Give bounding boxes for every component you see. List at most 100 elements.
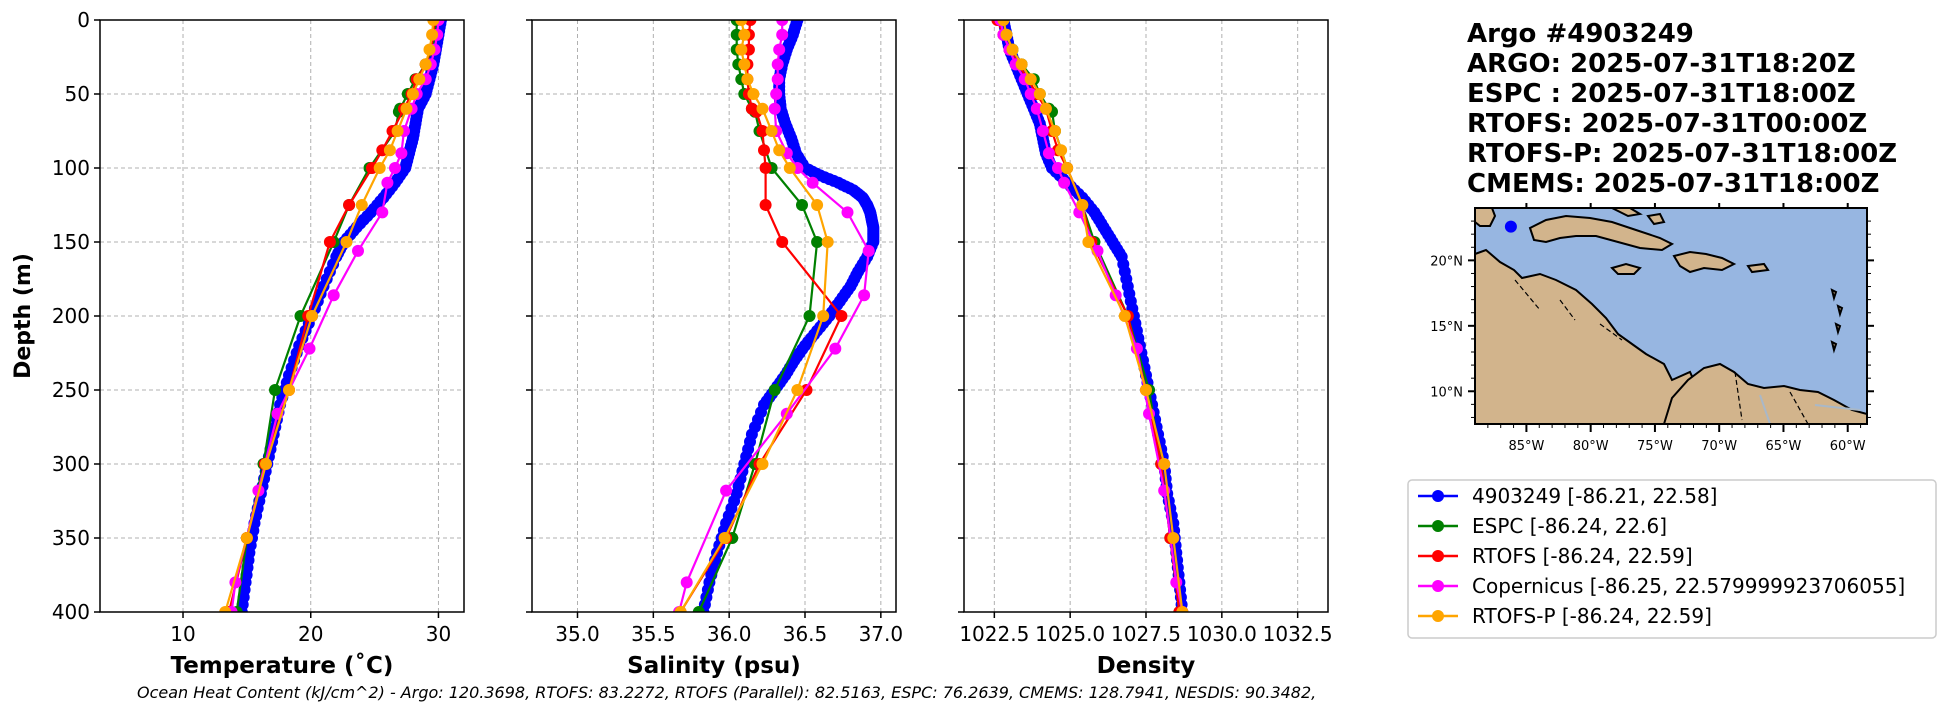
legend-frame <box>1407 479 1937 639</box>
y-tick-label: 0 <box>77 8 90 32</box>
title-line-rtofs-time: RTOFS: 2025-07-31T00:00Z <box>1467 109 1867 139</box>
data-point-rtofsp <box>747 88 760 100</box>
map-land-florida <box>1475 208 1497 227</box>
map-frame <box>1474 207 1868 425</box>
data-point-rtofsp <box>1118 310 1131 322</box>
data-point-rtofsp <box>1006 43 1019 56</box>
y-tick-label: 50 <box>65 82 90 106</box>
data-point-rtofs <box>744 20 757 26</box>
y-tick-label: 400 <box>52 600 90 624</box>
data-point-rtofs <box>759 162 772 174</box>
data-point-rtofsp <box>783 162 796 174</box>
data-point-rtofsp <box>674 606 687 612</box>
series-group <box>219 20 447 612</box>
legend-marker-rtofs <box>1432 550 1444 562</box>
map-land-jamaica <box>1610 262 1642 275</box>
data-point-rtofsp <box>423 43 436 56</box>
map-lat-label: 15°N <box>1430 320 1463 335</box>
x-tick-label: 36.0 <box>707 622 752 646</box>
data-point-rtofsp <box>1076 199 1089 211</box>
data-point-rtofsp <box>1055 144 1068 157</box>
data-point-copernicus <box>773 43 786 56</box>
data-point-copernicus <box>771 58 784 71</box>
data-point-copernicus <box>376 206 389 219</box>
inset-map: 85°W 80°W 75°W 70°W 65°W 60°W 20°N 15°N 10°N <box>1430 203 1874 454</box>
y-tick-label: 200 <box>52 304 90 328</box>
data-point-rtofsp <box>219 606 232 612</box>
map-border-lines <box>1514 279 1809 424</box>
data-point-copernicus <box>770 88 783 100</box>
data-point-rtofsp <box>718 532 731 544</box>
series-line-rtofs <box>996 20 1181 612</box>
legend-label-espc: ESPC [-86.24, 22.6] <box>1472 514 1667 538</box>
panel-density: 1022.5 1025.0 1027.5 1030.0 1032.5 Density <box>958 19 1333 679</box>
data-point-rtofsp <box>1033 88 1046 100</box>
title-line-rtofsp-time: RTOFS-P: 2025-07-31T18:00Z <box>1467 139 1897 169</box>
data-point-rtofsp <box>735 43 748 56</box>
data-point-rtofs <box>756 125 769 137</box>
data-point-copernicus <box>303 342 316 355</box>
legend-label-rtofs: RTOFS [-86.24, 22.59] <box>1472 544 1693 568</box>
data-point-espc <box>768 384 781 396</box>
data-point-rtofs <box>835 310 848 322</box>
data-point-copernicus <box>395 147 408 160</box>
y-tick-label: 300 <box>52 452 90 476</box>
data-point-rtofsp <box>283 384 295 396</box>
x-axis-label: Temperature (˚C) <box>171 652 394 679</box>
data-point-rtofsp <box>355 199 368 211</box>
y-axis-label: Depth (m) <box>11 253 36 379</box>
x-tick-label: 37.0 <box>859 622 904 646</box>
legend-label-argo: 4903249 [-86.21, 22.58] <box>1472 484 1717 508</box>
data-point-copernicus <box>352 244 364 257</box>
panel-salinity: 35.0 35.5 36.0 36.5 37.0 Salinity (psu) <box>526 19 904 679</box>
data-point-rtofsp <box>756 458 769 470</box>
data-point-copernicus <box>1030 102 1043 115</box>
y-tick-label: 350 <box>52 526 90 550</box>
title-line-argo-time: ARGO: 2025-07-31T18:20Z <box>1467 49 1856 79</box>
data-point-rtofsp <box>406 88 419 100</box>
x-tick-label: 20 <box>298 622 323 646</box>
data-point-rtofsp <box>1158 458 1171 470</box>
data-point-rtofs <box>758 144 770 157</box>
data-point-copernicus <box>768 102 781 115</box>
map-lon-label: 60°W <box>1830 439 1866 454</box>
map-land-bahamas <box>1611 208 1666 226</box>
map-land-puerto-rico <box>1746 262 1770 274</box>
legend-marker-rtofsp <box>1432 610 1444 622</box>
data-point-rtofsp <box>383 144 396 157</box>
data-point-rtofsp <box>391 125 404 137</box>
data-point-rtofsp <box>413 73 426 86</box>
map-lon-label: 75°W <box>1637 439 1673 454</box>
x-tick-label: 1032.5 <box>1263 622 1333 646</box>
x-tick-label: 1030.0 <box>1187 622 1257 646</box>
x-axis-label: Salinity (psu) <box>627 653 801 679</box>
data-point-espc <box>692 606 705 612</box>
data-point-rtofs <box>776 236 789 248</box>
map-land-cuba <box>1528 214 1675 252</box>
x-tick-label: 36.5 <box>783 622 828 646</box>
legend: 4903249 [-86.21, 22.58] ESPC [-86.24, 22.… <box>1407 479 1937 639</box>
data-point-rtofsp <box>773 144 786 157</box>
footer-ohc: Ocean Heat Content (kJ/cm^2) - Argo: 120… <box>137 683 1316 702</box>
data-point-copernicus <box>1052 162 1064 174</box>
data-point-rtofsp <box>811 199 824 211</box>
map-land-south-america <box>1662 362 1867 424</box>
data-point-copernicus <box>862 244 875 257</box>
map-lat-label: 10°N <box>1430 385 1463 400</box>
data-point-rtofsp <box>240 532 253 544</box>
data-point-copernicus <box>829 342 842 355</box>
data-point-rtofsp <box>738 58 751 71</box>
x-tick-label: 30 <box>426 622 451 646</box>
map-land-lesser-antilles <box>1830 288 1844 354</box>
data-point-rtofsp <box>306 310 318 322</box>
map-land-group <box>1475 208 1867 424</box>
map-lon-label: 70°W <box>1701 439 1737 454</box>
title-block: Argo #4903249 ARGO: 2025-07-31T18:20Z ES… <box>1467 19 1897 199</box>
data-point-rtofs <box>759 199 772 211</box>
data-point-copernicus <box>841 206 854 219</box>
data-point-copernicus <box>1058 176 1071 189</box>
axes-frame <box>963 19 1329 613</box>
data-point-copernicus <box>381 176 394 189</box>
x-tick-label: 10 <box>170 622 195 646</box>
